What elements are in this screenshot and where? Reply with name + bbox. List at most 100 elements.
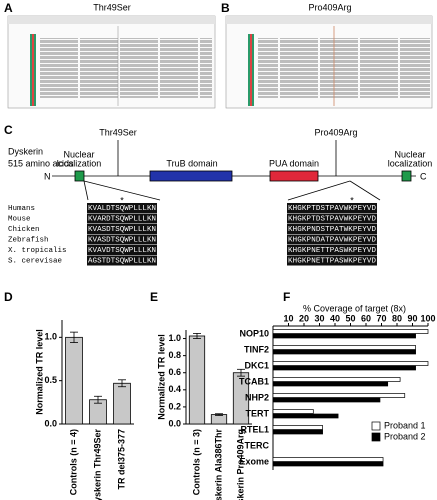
alignment-bg bbox=[287, 245, 377, 255]
alignment-bg bbox=[287, 224, 377, 234]
protein-name: Dyskerin bbox=[8, 146, 43, 156]
alignment-seq: KVARDTSQWPLLLKN bbox=[88, 215, 156, 223]
chart-title: % Coverage of target (8x) bbox=[303, 303, 406, 313]
y-tick-label: 0.4 bbox=[168, 384, 181, 394]
panel-label: F bbox=[283, 290, 290, 304]
x-tick-label: 40 bbox=[330, 313, 340, 323]
x-tick-label: 70 bbox=[376, 313, 386, 323]
bar bbox=[272, 457, 384, 462]
terminus-label: C bbox=[420, 171, 427, 181]
species-name: Chicken bbox=[8, 226, 40, 234]
bar bbox=[210, 414, 228, 425]
y-tick-label: 1.0 bbox=[168, 333, 181, 343]
x-tick-label: Controls (n = 4) bbox=[68, 429, 78, 495]
x-tick-label: Dyskerin Pro409Arg bbox=[235, 429, 245, 500]
bar bbox=[272, 461, 384, 467]
bar bbox=[272, 345, 416, 350]
error-bar bbox=[118, 379, 126, 388]
bar bbox=[272, 413, 339, 419]
bar bbox=[272, 381, 389, 387]
y-tick-label: RTEL1 bbox=[240, 424, 269, 434]
bar bbox=[272, 397, 381, 403]
x-tick-label: 20 bbox=[299, 313, 309, 323]
alignment-bg bbox=[87, 245, 157, 255]
alignment-seq: KVALDTSQWPLLLKN bbox=[88, 205, 156, 213]
species-name: S. cerevisae bbox=[8, 257, 62, 265]
y-tick-label: NHP2 bbox=[245, 392, 269, 402]
alignment-seq: KVAVDTSQWPLLLKN bbox=[88, 247, 156, 255]
x-tick-label: 30 bbox=[314, 313, 324, 323]
alignment-bg bbox=[287, 255, 377, 266]
alignment: Humans KVALDTSQWPLLLKN KHGKPTDSTPAVWKPEYVD… bbox=[8, 203, 377, 266]
species-name: Zebrafish bbox=[8, 236, 49, 244]
alignment-seq: KHGKPTDSTPAVWKPEYVD bbox=[288, 205, 376, 213]
species-name: Humans bbox=[8, 205, 35, 213]
protein-diagram bbox=[52, 140, 416, 201]
y-tick-label: TERC bbox=[245, 440, 270, 450]
y-axis-label: Normalized TR level bbox=[156, 334, 166, 420]
bar bbox=[65, 336, 83, 425]
species-name: X. tropicalis bbox=[8, 247, 67, 255]
alignment-bg bbox=[287, 234, 377, 245]
error-bar bbox=[237, 368, 245, 377]
x-tick-label: 10 bbox=[283, 313, 293, 323]
alignment-seq: KVASDTSQWPLLLKN bbox=[88, 226, 156, 234]
y-tick-label: DKC1 bbox=[244, 360, 269, 370]
bar bbox=[272, 429, 323, 435]
alignment-seq: KHGKPNETTPASWKPEYVD bbox=[288, 247, 376, 255]
y-tick-label: 0.8 bbox=[168, 350, 181, 360]
y-tick-label: 0.6 bbox=[168, 367, 181, 377]
y-tick-label: 0.0 bbox=[44, 418, 57, 428]
legend-swatch bbox=[371, 421, 381, 431]
alignment-bg bbox=[287, 213, 377, 224]
x-tick-label: Dyskerin Thr49Ser bbox=[92, 429, 102, 500]
bar bbox=[272, 393, 406, 398]
domain-label: TruB domain bbox=[166, 158, 217, 168]
bar bbox=[272, 361, 429, 366]
domain-label: Nuclear bbox=[394, 149, 425, 159]
mutation-label: Pro409Arg bbox=[314, 127, 357, 137]
alignment-bg bbox=[87, 255, 157, 266]
alignment-seq: KHGKPTDSTPAVWKPEYVD bbox=[288, 215, 376, 223]
x-tick-label: 80 bbox=[392, 313, 402, 323]
alignment-bg bbox=[87, 224, 157, 234]
alignment-bg bbox=[87, 213, 157, 224]
alignment-seq: KHGKPNDSTPATWKPEYVD bbox=[288, 226, 376, 234]
bar bbox=[272, 329, 429, 334]
y-tick-label: TCAB1 bbox=[239, 376, 269, 386]
alignment-seq: KHGKPNDATPAVWKPEYVD bbox=[288, 236, 376, 244]
x-tick-label: Controls (n = 3) bbox=[191, 429, 201, 495]
legend-swatch bbox=[371, 432, 381, 442]
alignment-bg bbox=[87, 234, 157, 245]
alignment-seq: KVASDTSQWPLLLKN bbox=[88, 236, 156, 244]
mutation-label: Thr49Ser bbox=[99, 127, 137, 137]
panel-label: E bbox=[150, 290, 158, 304]
error-bar bbox=[215, 413, 223, 416]
x-tick-label: 90 bbox=[407, 313, 417, 323]
domain-label: localization bbox=[388, 158, 433, 168]
bar bbox=[272, 377, 401, 382]
y-axis-label: Normalized TR level bbox=[34, 329, 44, 415]
bar bbox=[188, 335, 206, 425]
y-tick-label: Exome bbox=[239, 456, 269, 466]
x-tick-label: TR del375-377 bbox=[116, 429, 126, 490]
panel-label: A bbox=[4, 1, 13, 15]
y-tick-label: 1.0 bbox=[44, 332, 57, 342]
bar bbox=[272, 349, 416, 355]
x-tick-label: 100 bbox=[420, 313, 435, 323]
asterisk: * bbox=[120, 195, 124, 205]
bar bbox=[272, 333, 416, 339]
y-tick-label: 0.0 bbox=[168, 418, 181, 428]
panel-title: Pro409Arg bbox=[308, 2, 351, 12]
legend-label: Proband 2 bbox=[384, 431, 426, 441]
x-tick-label: Dyskerin Ala386Thr bbox=[213, 429, 223, 500]
x-tick-label: 60 bbox=[361, 313, 371, 323]
x-tick-label: 50 bbox=[345, 313, 355, 323]
domain-label: localization bbox=[57, 158, 102, 168]
bar bbox=[272, 409, 314, 414]
legend-label: Proband 1 bbox=[384, 420, 426, 430]
igv-screenshot bbox=[225, 15, 433, 109]
y-tick-label: TERT bbox=[246, 408, 270, 418]
